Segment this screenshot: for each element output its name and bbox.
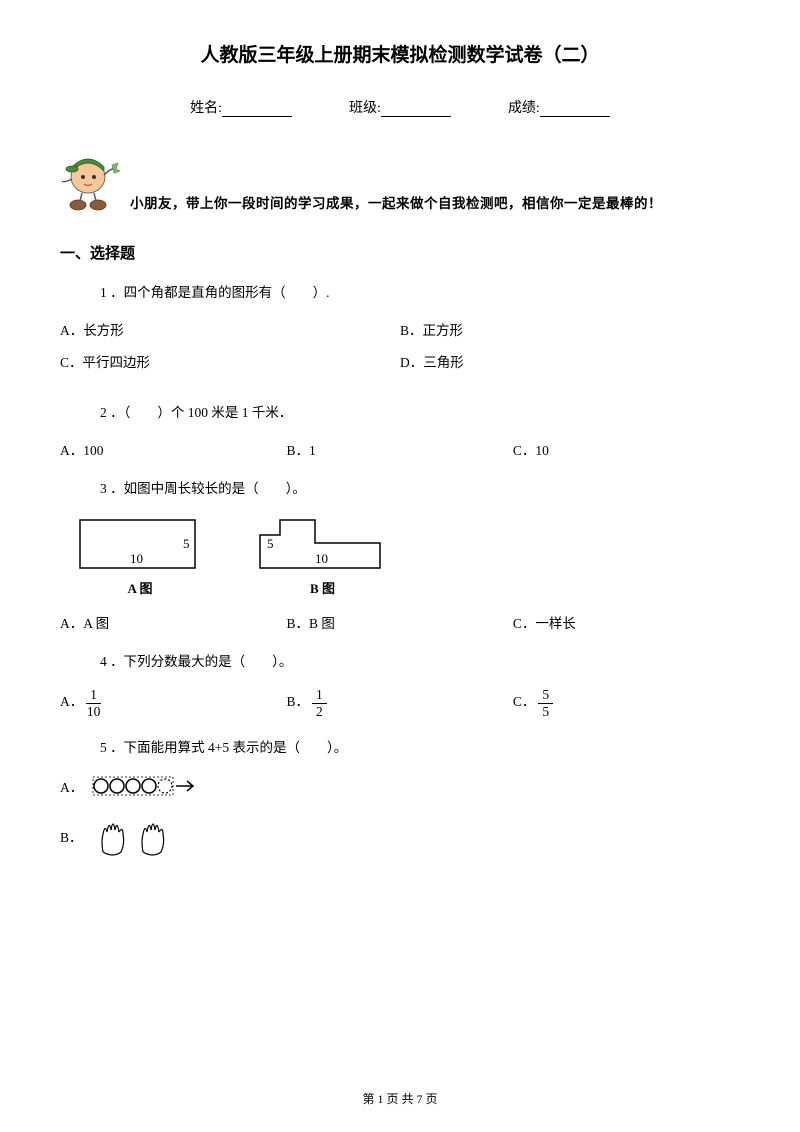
q4-a-prefix: A．	[60, 694, 83, 709]
q4-c-prefix: C．	[513, 694, 536, 709]
q4-c-num: 5	[538, 688, 553, 704]
q5-b-label: B．	[60, 826, 83, 846]
figure-b: 5 10 B 图	[255, 515, 390, 597]
q4-a-den: 10	[86, 704, 101, 719]
q4-a-num: 1	[86, 688, 101, 704]
q2-option-a: A．100	[60, 439, 286, 459]
q3-option-b: B．B 图	[286, 612, 512, 632]
figure-a-label: A 图	[75, 578, 205, 597]
q2-option-c: C．10	[513, 439, 739, 459]
student-info-line: 姓名: 班级: 成绩:	[60, 97, 740, 117]
q3-option-c: C．一样长	[513, 612, 739, 632]
figure-a: 5 10 A 图	[75, 515, 205, 597]
class-label: 班级:	[349, 97, 381, 117]
q4-option-b: B．12	[286, 688, 512, 718]
q4-option-a: A．110	[60, 688, 286, 718]
score-blank[interactable]	[540, 99, 610, 117]
name-blank[interactable]	[222, 99, 292, 117]
question-1-options: A．长方形 B．正方形 C．平行四边形 D．三角形	[60, 319, 740, 383]
q3-option-a: A．A 图	[60, 612, 286, 632]
name-label: 姓名:	[190, 97, 222, 117]
question-4-options: A．110 B．12 C．55	[60, 688, 740, 718]
fig-a-w: 10	[130, 551, 143, 566]
class-blank[interactable]	[381, 99, 451, 117]
q4-b-den: 2	[312, 704, 327, 719]
q2-option-b: B．1	[286, 439, 512, 459]
figure-b-label: B 图	[255, 578, 390, 597]
question-3-options: A．A 图 B．B 图 C．一样长	[60, 612, 740, 632]
fig-a-h: 5	[183, 536, 190, 551]
circles-icon	[91, 774, 201, 798]
question-5: 5 ．下面能用算式 4+5 表示的是（ ）。	[60, 736, 740, 756]
question-2-options: A．100 B．1 C．10	[60, 439, 740, 459]
q5-option-b: B．	[60, 812, 740, 860]
q5-option-a: A．	[60, 774, 740, 798]
question-4: 4 ．下列分数最大的是（ ）。	[60, 650, 740, 670]
question-2: 2 ．（ ）个 100 米是 1 千米．	[60, 401, 740, 421]
question-3: 3 ．如图中周长较长的是（ ）。	[60, 477, 740, 497]
hands-icon	[91, 812, 181, 860]
fig-b-h: 5	[267, 536, 274, 551]
q4-b-num: 1	[312, 688, 327, 704]
exam-title: 人教版三年级上册期末模拟检测数学试卷（二）	[60, 40, 740, 67]
q1-option-d: D．三角形	[400, 351, 740, 371]
q1-option-a: A．长方形	[60, 319, 400, 339]
fig-b-w: 10	[315, 551, 328, 566]
section-1-title: 一、选择题	[60, 242, 740, 263]
q4-c-den: 5	[538, 704, 553, 719]
score-label: 成绩:	[508, 97, 540, 117]
q1-option-c: C．平行四边形	[60, 351, 400, 371]
q4-b-prefix: B．	[286, 694, 309, 709]
q5-a-label: A．	[60, 776, 83, 796]
mascot-icon	[60, 147, 120, 217]
question-1: 1 ．四个角都是直角的图形有（ ）.	[60, 281, 740, 301]
question-5-options: A． B．	[60, 774, 740, 860]
question-3-figures: 5 10 A 图 5 10 B 图	[60, 515, 740, 597]
page-footer: 第 1 页 共 7 页	[0, 1090, 800, 1107]
encourage-text: 小朋友，带上你一段时间的学习成果，一起来做个自我检测吧，相信你一定是最棒的！	[130, 192, 662, 217]
q1-option-b: B．正方形	[400, 319, 740, 339]
q4-option-c: C．55	[513, 688, 739, 718]
